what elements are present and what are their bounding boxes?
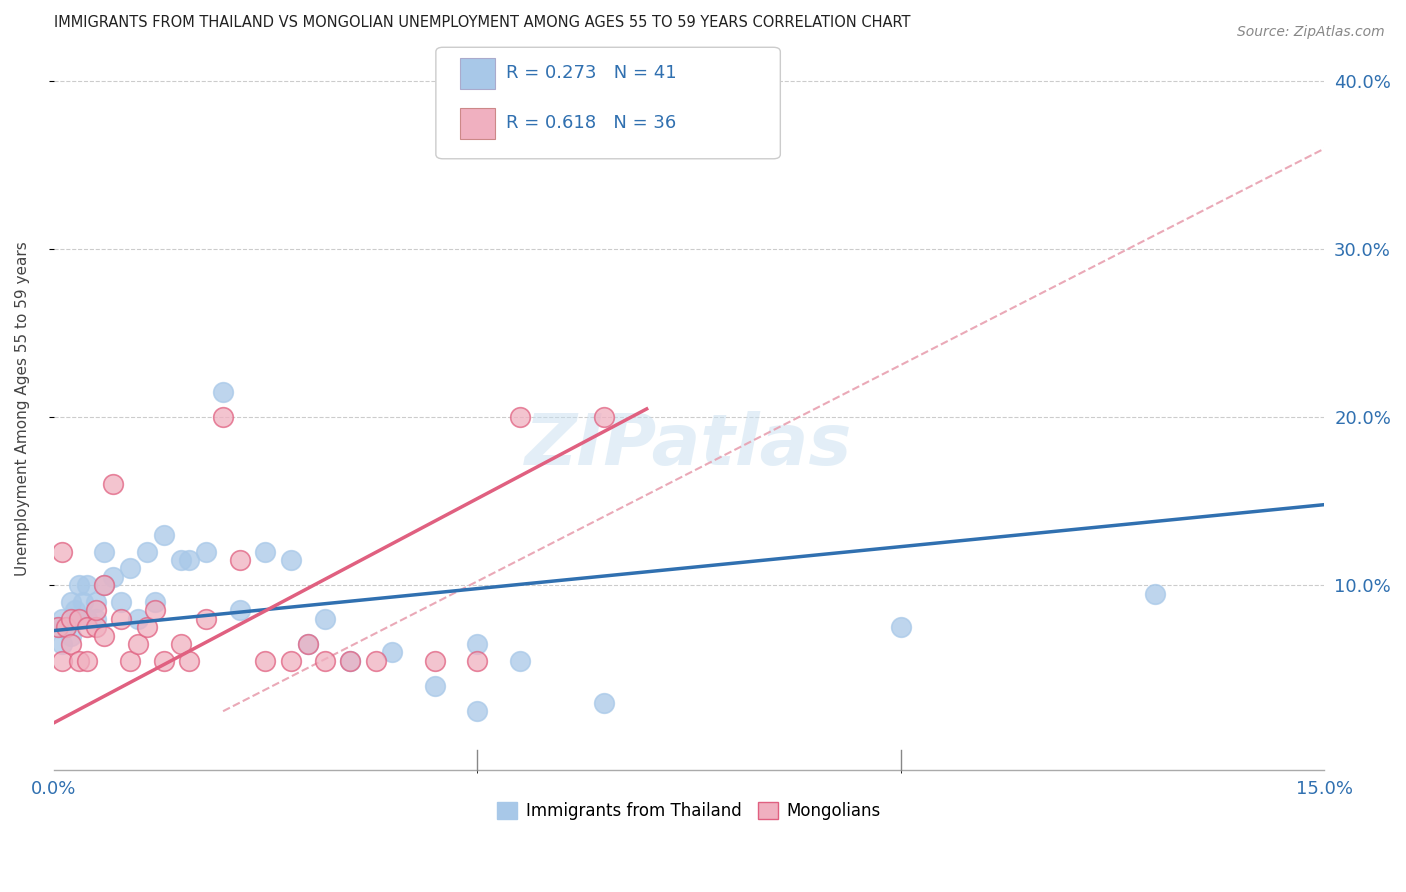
Point xyxy=(67,612,90,626)
Text: R = 0.273   N = 41: R = 0.273 N = 41 xyxy=(506,64,676,82)
Point xyxy=(84,620,107,634)
Point xyxy=(179,654,201,668)
Text: IMMIGRANTS FROM THAILAND VS MONGOLIAN UNEMPLOYMENT AMONG AGES 55 TO 59 YEARS COR: IMMIGRANTS FROM THAILAND VS MONGOLIAN UN… xyxy=(53,15,910,30)
Point xyxy=(76,620,98,634)
Point xyxy=(59,612,82,626)
Point xyxy=(67,578,90,592)
Point xyxy=(67,654,90,668)
Point xyxy=(84,612,107,626)
Point xyxy=(195,612,218,626)
Point xyxy=(314,612,336,626)
Point xyxy=(593,410,616,425)
Point xyxy=(152,528,174,542)
Point xyxy=(593,696,616,710)
Point xyxy=(465,704,488,718)
Point xyxy=(93,578,115,592)
Point xyxy=(890,620,912,634)
Legend: Immigrants from Thailand, Mongolians: Immigrants from Thailand, Mongolians xyxy=(491,795,887,827)
Point xyxy=(76,654,98,668)
Point xyxy=(254,654,277,668)
Point xyxy=(170,553,193,567)
Point xyxy=(59,595,82,609)
Point xyxy=(280,654,302,668)
Y-axis label: Unemployment Among Ages 55 to 59 years: Unemployment Among Ages 55 to 59 years xyxy=(15,242,30,576)
Point xyxy=(93,578,115,592)
Point xyxy=(143,595,166,609)
Point xyxy=(59,629,82,643)
Point xyxy=(93,544,115,558)
Point xyxy=(212,385,235,400)
Point xyxy=(51,654,73,668)
Point xyxy=(280,553,302,567)
Point xyxy=(297,637,319,651)
Point xyxy=(76,612,98,626)
Point xyxy=(423,679,446,693)
Point xyxy=(55,620,77,634)
Point xyxy=(110,595,132,609)
Point xyxy=(101,477,124,491)
Point xyxy=(101,570,124,584)
Point xyxy=(110,612,132,626)
Point xyxy=(229,603,252,617)
Point xyxy=(93,629,115,643)
Point xyxy=(1143,587,1166,601)
Text: ZIPatlas: ZIPatlas xyxy=(526,410,852,480)
Point xyxy=(229,553,252,567)
Point xyxy=(170,637,193,651)
Point xyxy=(72,595,94,609)
Point xyxy=(465,637,488,651)
Point xyxy=(179,553,201,567)
Point xyxy=(46,620,69,634)
Point xyxy=(152,654,174,668)
Point xyxy=(51,544,73,558)
Point xyxy=(59,637,82,651)
Point xyxy=(339,654,361,668)
Point xyxy=(84,595,107,609)
Point xyxy=(118,654,141,668)
Point xyxy=(364,654,387,668)
Point xyxy=(195,544,218,558)
Point xyxy=(465,654,488,668)
Point xyxy=(127,612,149,626)
Point xyxy=(67,612,90,626)
Point xyxy=(46,620,69,634)
Point xyxy=(55,620,77,634)
Point xyxy=(423,654,446,668)
Point xyxy=(297,637,319,651)
Point xyxy=(135,544,157,558)
Point xyxy=(118,561,141,575)
Point xyxy=(84,603,107,617)
Point xyxy=(51,612,73,626)
Point xyxy=(381,645,404,659)
Point xyxy=(51,637,73,651)
Point xyxy=(135,620,157,634)
Text: Source: ZipAtlas.com: Source: ZipAtlas.com xyxy=(1237,25,1385,39)
Point xyxy=(212,410,235,425)
Text: R = 0.618   N = 36: R = 0.618 N = 36 xyxy=(506,114,676,132)
Point xyxy=(509,654,531,668)
Point xyxy=(76,578,98,592)
Point xyxy=(339,654,361,668)
Point xyxy=(143,603,166,617)
Point xyxy=(63,603,86,617)
Point xyxy=(509,410,531,425)
Point xyxy=(127,637,149,651)
Point xyxy=(314,654,336,668)
Point xyxy=(254,544,277,558)
